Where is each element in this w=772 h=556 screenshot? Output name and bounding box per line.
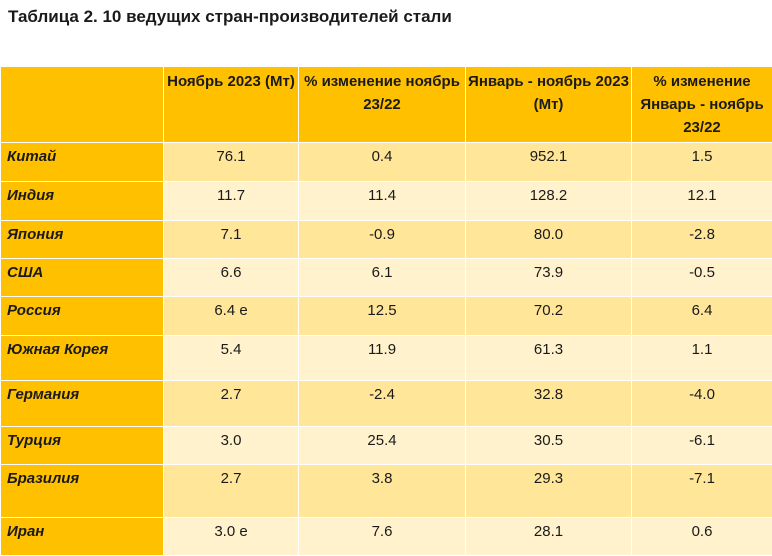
- table-row: Китай 76.1 0.4 952.1 1.5: [1, 143, 772, 182]
- country-cell: Индия: [1, 182, 164, 221]
- ytd-change-cell: 1.5: [632, 143, 772, 182]
- table-row: Турция 3.0 25.4 30.5 -6.1: [1, 427, 772, 465]
- country-cell: Турция: [1, 427, 164, 465]
- nov-2023-cell: 2.7: [164, 381, 299, 427]
- ytd-2023-cell: 73.9: [466, 259, 632, 297]
- table-row: Южная Корея 5.4 11.9 61.3 1.1: [1, 336, 772, 381]
- header-row: Ноябрь 2023 (Мт) % изменение ноябрь 23/2…: [1, 67, 772, 143]
- country-cell: США: [1, 259, 164, 297]
- table-row: Германия 2.7 -2.4 32.8 -4.0: [1, 381, 772, 427]
- nov-2023-cell: 5.4: [164, 336, 299, 381]
- ytd-change-cell: 0.6: [632, 518, 772, 556]
- ytd-2023-cell: 30.5: [466, 427, 632, 465]
- nov-2023-cell: 6.4 e: [164, 297, 299, 336]
- nov-2023-cell: 6.6: [164, 259, 299, 297]
- ytd-change-cell: -0.5: [632, 259, 772, 297]
- table-row: Россия 6.4 e 12.5 70.2 6.4: [1, 297, 772, 336]
- table-row: Бразилия 2.7 3.8 29.3 -7.1: [1, 465, 772, 518]
- nov-change-cell: 25.4: [299, 427, 466, 465]
- ytd-2023-cell: 28.1: [466, 518, 632, 556]
- country-cell: Россия: [1, 297, 164, 336]
- header-corner: [1, 67, 164, 143]
- ytd-2023-cell: 70.2: [466, 297, 632, 336]
- country-cell: Южная Корея: [1, 336, 164, 381]
- ytd-2023-cell: 128.2: [466, 182, 632, 221]
- nov-change-cell: 12.5: [299, 297, 466, 336]
- ytd-2023-cell: 952.1: [466, 143, 632, 182]
- nov-change-cell: -0.9: [299, 221, 466, 259]
- nov-2023-cell: 3.0 e: [164, 518, 299, 556]
- nov-change-cell: 0.4: [299, 143, 466, 182]
- ytd-change-cell: -2.8: [632, 221, 772, 259]
- header-ytd-2023: Январь - ноябрь 2023 (Мт): [466, 67, 632, 143]
- table-row: Индия 11.7 11.4 128.2 12.1: [1, 182, 772, 221]
- nov-change-cell: 7.6: [299, 518, 466, 556]
- ytd-2023-cell: 32.8: [466, 381, 632, 427]
- nov-change-cell: 11.9: [299, 336, 466, 381]
- table-row: Япония 7.1 -0.9 80.0 -2.8: [1, 221, 772, 259]
- table-row: США 6.6 6.1 73.9 -0.5: [1, 259, 772, 297]
- ytd-2023-cell: 29.3: [466, 465, 632, 518]
- country-cell: Германия: [1, 381, 164, 427]
- ytd-change-cell: 1.1: [632, 336, 772, 381]
- ytd-change-cell: 12.1: [632, 182, 772, 221]
- ytd-2023-cell: 80.0: [466, 221, 632, 259]
- header-nov-2023: Ноябрь 2023 (Мт): [164, 67, 299, 143]
- steel-producers-table: Ноябрь 2023 (Мт) % изменение ноябрь 23/2…: [0, 66, 772, 556]
- country-cell: Бразилия: [1, 465, 164, 518]
- ytd-change-cell: -6.1: [632, 427, 772, 465]
- table-row: Иран 3.0 e 7.6 28.1 0.6: [1, 518, 772, 556]
- table-title: Таблица 2. 10 ведущих стран-производител…: [8, 7, 452, 27]
- ytd-2023-cell: 61.3: [466, 336, 632, 381]
- header-nov-change: % изменение ноябрь 23/22: [299, 67, 466, 143]
- country-cell: Китай: [1, 143, 164, 182]
- nov-2023-cell: 2.7: [164, 465, 299, 518]
- nov-change-cell: 6.1: [299, 259, 466, 297]
- ytd-change-cell: 6.4: [632, 297, 772, 336]
- country-cell: Иран: [1, 518, 164, 556]
- nov-change-cell: 11.4: [299, 182, 466, 221]
- ytd-change-cell: -4.0: [632, 381, 772, 427]
- nov-change-cell: 3.8: [299, 465, 466, 518]
- header-ytd-change: % изменение Январь - ноябрь 23/22: [632, 67, 772, 143]
- nov-change-cell: -2.4: [299, 381, 466, 427]
- nov-2023-cell: 76.1: [164, 143, 299, 182]
- country-cell: Япония: [1, 221, 164, 259]
- nov-2023-cell: 11.7: [164, 182, 299, 221]
- nov-2023-cell: 7.1: [164, 221, 299, 259]
- nov-2023-cell: 3.0: [164, 427, 299, 465]
- ytd-change-cell: -7.1: [632, 465, 772, 518]
